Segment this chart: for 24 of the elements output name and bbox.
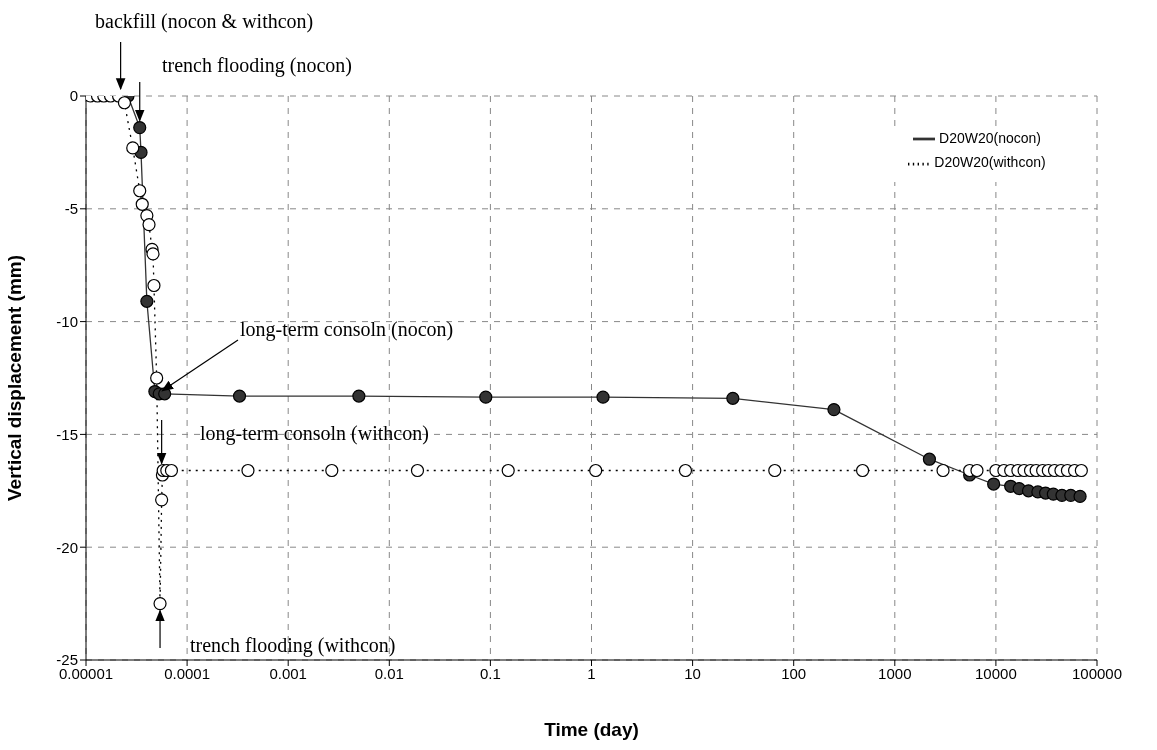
x-tick-label: 1000 (878, 664, 912, 682)
x-tick-label: 0.0001 (164, 664, 211, 682)
x-tick-label: 10 (684, 664, 701, 682)
annotation: trench flooding (withcon) (190, 634, 396, 657)
annotation: long-term consoln (withcon) (200, 422, 429, 445)
y-tick-label: -10 (56, 312, 78, 330)
x-tick-label: 0.01 (374, 664, 404, 682)
y-axis-title: Vertical displacement (mm) (3, 254, 25, 502)
y-tick-label: -5 (64, 200, 78, 218)
legend-label: D20W20(withcon) (934, 154, 1046, 171)
annotation: long-term consoln (nocon) (240, 318, 454, 341)
x-tick-label: 100 (781, 664, 807, 682)
annotation: trench flooding (nocon) (162, 54, 352, 77)
x-tick-label: 1 (587, 664, 596, 682)
x-tick-label: 0.1 (479, 664, 501, 682)
x-tick-label: 10000 (975, 664, 1017, 682)
x-tick-label: 0.001 (269, 664, 307, 682)
y-tick-label: 0 (69, 87, 78, 105)
x-axis-title: Time (day) (544, 719, 639, 740)
legend-label: D20W20(nocon) (939, 130, 1041, 146)
annotation: backfill (nocon & withcon) (95, 10, 314, 33)
y-tick-label: -20 (56, 538, 78, 556)
x-tick-label: 100000 (1071, 664, 1123, 682)
y-tick-label: -15 (56, 425, 78, 443)
